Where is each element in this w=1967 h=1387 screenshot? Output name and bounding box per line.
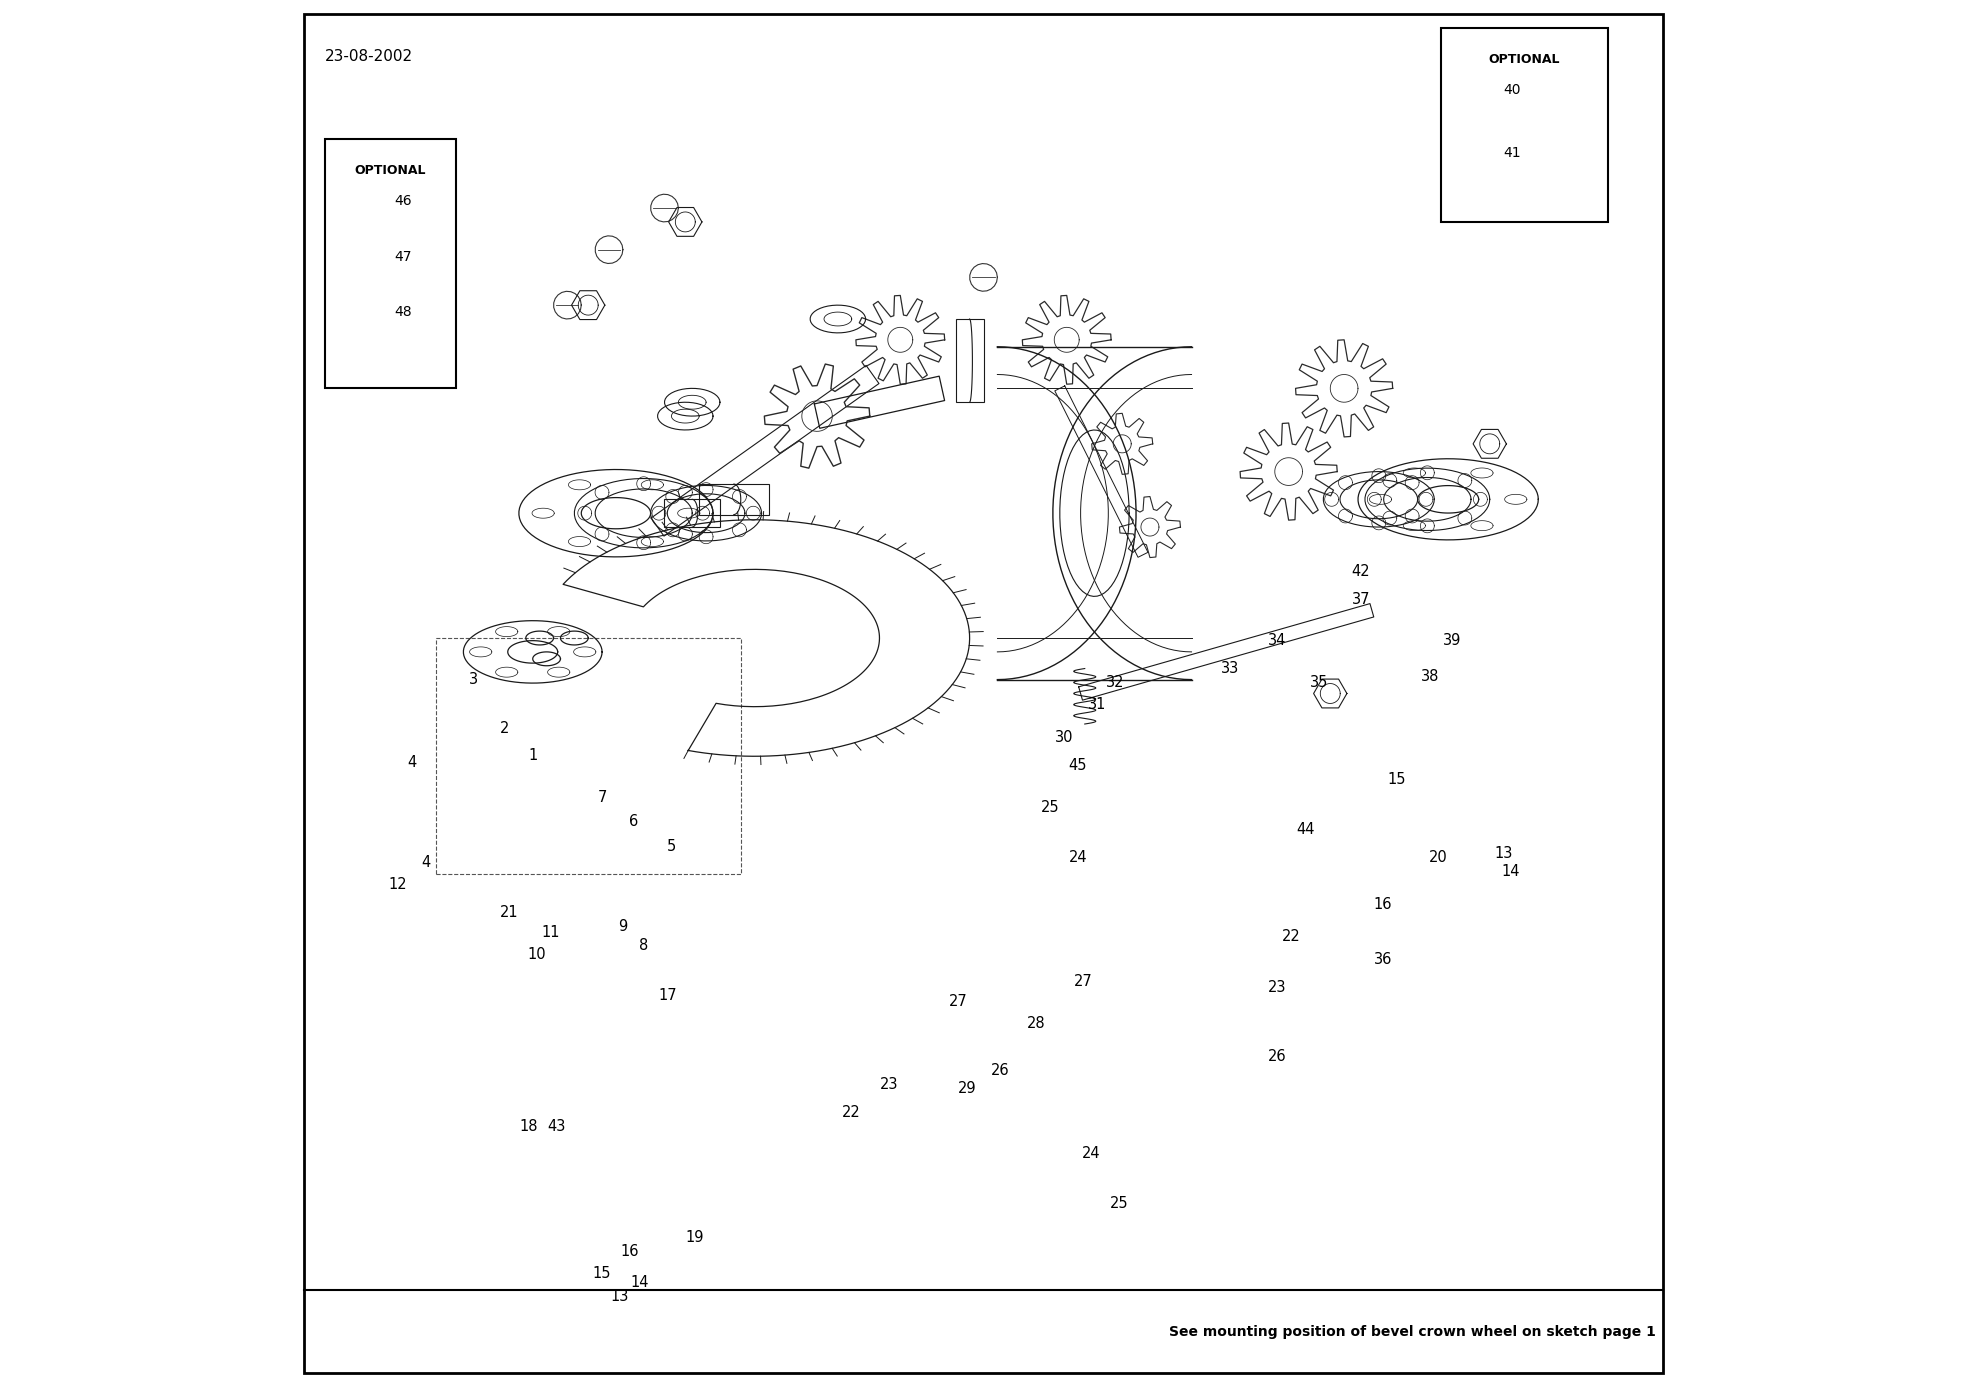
Text: 14: 14 (629, 1276, 649, 1290)
Text: 17: 17 (657, 989, 677, 1003)
Text: 24: 24 (1068, 850, 1088, 864)
Text: 40: 40 (1503, 83, 1520, 97)
Text: 14: 14 (1501, 864, 1520, 878)
Text: 20: 20 (1430, 850, 1448, 864)
Text: 23: 23 (1269, 981, 1286, 994)
Text: 21: 21 (500, 906, 519, 920)
Text: 37: 37 (1351, 592, 1369, 606)
Bar (956, 319, 984, 402)
Text: 25: 25 (1109, 1197, 1129, 1211)
Text: 27: 27 (1074, 975, 1094, 989)
Text: 18: 18 (519, 1119, 537, 1133)
Text: 44: 44 (1296, 822, 1314, 836)
Text: 43: 43 (547, 1119, 565, 1133)
Text: 46: 46 (393, 194, 411, 208)
Text: 45: 45 (1068, 759, 1088, 773)
Text: 2: 2 (500, 721, 509, 735)
Text: 4: 4 (407, 756, 417, 770)
Text: 6: 6 (629, 814, 639, 828)
Bar (435, 638, 742, 874)
Text: 27: 27 (950, 994, 968, 1008)
Text: OPTIONAL: OPTIONAL (1489, 53, 1560, 65)
Bar (325, 139, 456, 388)
Text: 16: 16 (1373, 897, 1393, 911)
Text: 13: 13 (612, 1290, 629, 1304)
Text: 10: 10 (527, 947, 547, 961)
Text: 30: 30 (1054, 731, 1074, 745)
Text: 7: 7 (598, 791, 606, 804)
Text: 19: 19 (686, 1230, 704, 1244)
Text: 24: 24 (1082, 1147, 1102, 1161)
Text: 41: 41 (1503, 146, 1520, 160)
Text: 32: 32 (1105, 675, 1125, 689)
Text: 8: 8 (639, 939, 649, 953)
Bar (698, 484, 769, 515)
Text: 11: 11 (541, 925, 561, 939)
Bar (665, 499, 720, 527)
Text: OPTIONAL: OPTIONAL (354, 164, 427, 176)
Text: See mounting position of bevel crown wheel on sketch page 1: See mounting position of bevel crown whe… (1168, 1325, 1656, 1338)
Text: 29: 29 (958, 1082, 976, 1096)
Text: 38: 38 (1420, 670, 1440, 684)
Text: 26: 26 (991, 1064, 1009, 1078)
Text: 15: 15 (592, 1266, 612, 1280)
Text: 15: 15 (1387, 773, 1406, 786)
Bar (1442, 28, 1607, 222)
Text: 3: 3 (468, 673, 478, 687)
Text: 16: 16 (620, 1244, 639, 1258)
Text: 25: 25 (1041, 800, 1060, 814)
Text: 36: 36 (1373, 953, 1393, 967)
Text: 28: 28 (1027, 1017, 1046, 1031)
Text: 23: 23 (879, 1078, 899, 1092)
Text: 26: 26 (1269, 1050, 1286, 1064)
Text: 39: 39 (1444, 634, 1461, 648)
Text: 4: 4 (421, 856, 431, 870)
Text: 33: 33 (1222, 662, 1239, 675)
Text: 23-08-2002: 23-08-2002 (325, 49, 413, 64)
Text: 22: 22 (842, 1105, 862, 1119)
Text: 47: 47 (393, 250, 411, 264)
Text: 31: 31 (1088, 698, 1105, 712)
Text: 5: 5 (667, 839, 677, 853)
Text: 22: 22 (1282, 929, 1300, 943)
Text: 35: 35 (1310, 675, 1328, 689)
Text: 13: 13 (1495, 846, 1513, 860)
Text: 12: 12 (389, 878, 407, 892)
Text: 1: 1 (527, 749, 537, 763)
Text: 9: 9 (618, 920, 627, 933)
Text: 48: 48 (393, 305, 411, 319)
Text: 42: 42 (1351, 565, 1371, 578)
Text: 34: 34 (1269, 634, 1286, 648)
